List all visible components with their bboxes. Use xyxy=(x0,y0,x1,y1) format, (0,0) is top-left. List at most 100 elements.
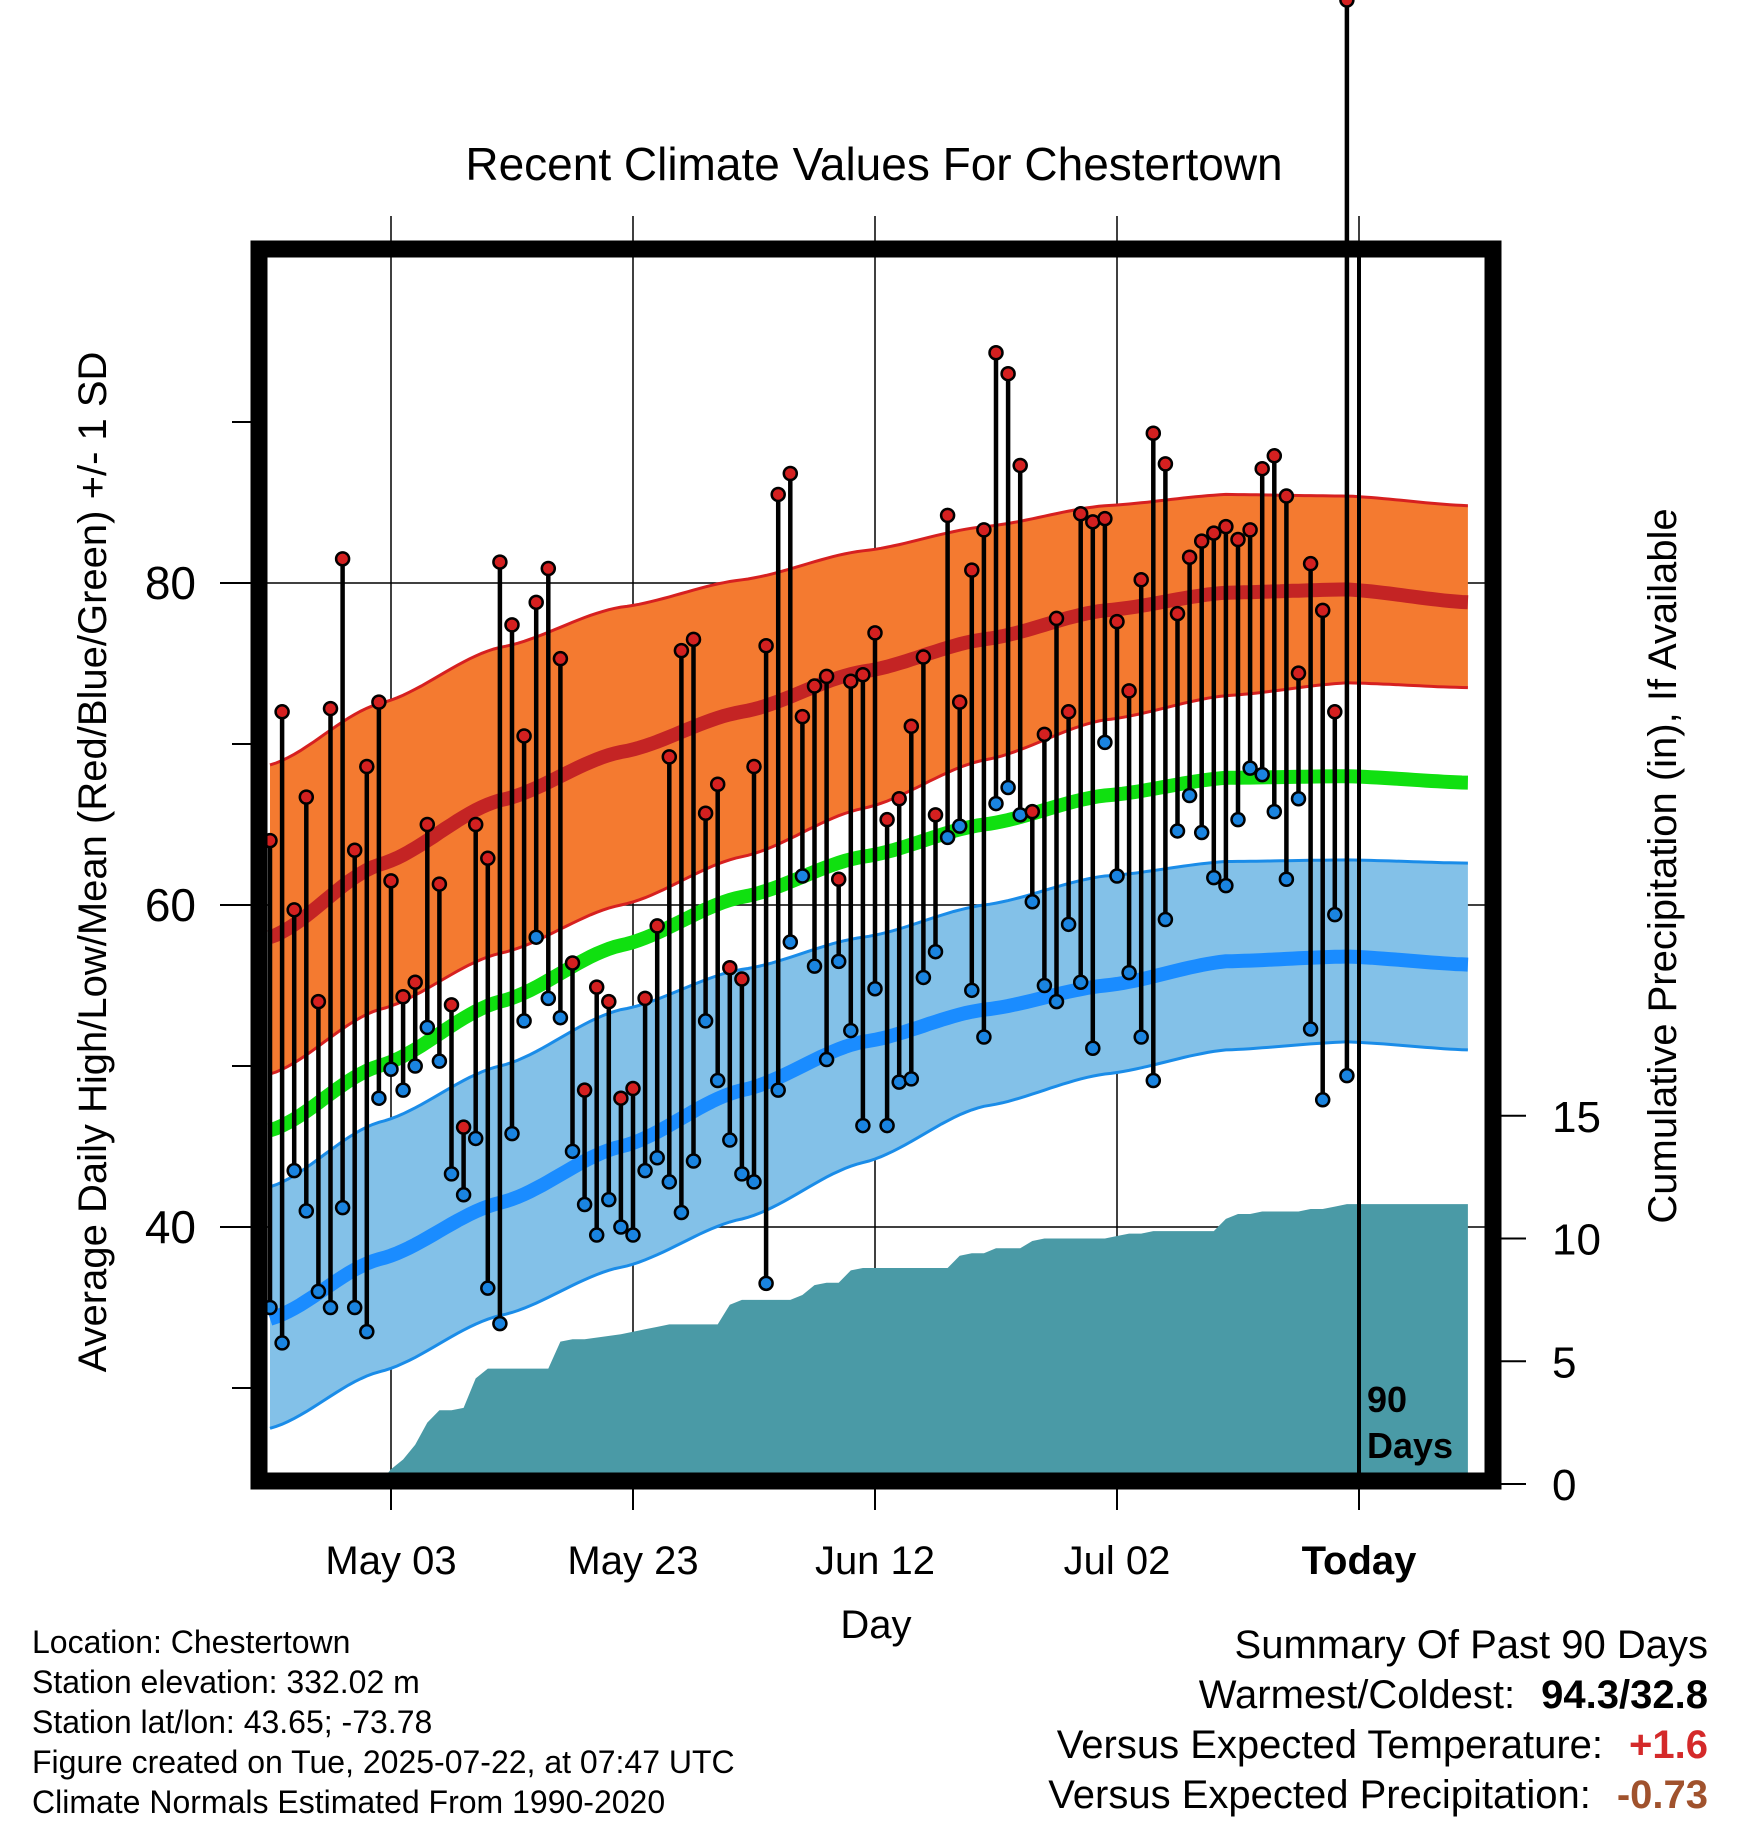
daily-low-point xyxy=(1000,779,1016,796)
daily-low-point xyxy=(528,929,544,945)
daily-high-point xyxy=(794,708,811,725)
daily-high-point xyxy=(516,728,532,744)
daily-low-point xyxy=(419,1019,436,1036)
precip-value: -0.73 xyxy=(1616,1773,1708,1817)
summary-title: Summary Of Past 90 Days xyxy=(1234,1623,1708,1667)
daily-low-point xyxy=(927,943,944,960)
daily-low-point xyxy=(830,953,847,970)
daily-high-point xyxy=(552,650,569,667)
daily-high-point xyxy=(1012,457,1028,474)
daily-high-point xyxy=(1121,683,1137,699)
daily-high-point xyxy=(346,842,363,859)
daily-high-point xyxy=(613,1090,629,1106)
normals-text: Climate Normals Estimated From 1990-2020 xyxy=(32,1784,666,1820)
daily-high-point xyxy=(1048,610,1065,627)
daily-high-point xyxy=(818,668,835,685)
daily-high-point xyxy=(540,560,557,577)
daily-high-point xyxy=(1314,602,1331,619)
created-text: Figure created on Tue, 2025-07-22, at 07… xyxy=(32,1744,735,1780)
high-sd-band xyxy=(270,494,1468,1074)
daily-low-point xyxy=(1230,811,1246,828)
daily-high-point xyxy=(1266,448,1283,464)
daily-high-point xyxy=(915,649,932,665)
daily-low-point xyxy=(867,980,883,997)
x-tick-label: Jun 12 xyxy=(815,1539,935,1583)
precipitation-area xyxy=(383,1204,1468,1478)
daily-high-point xyxy=(770,486,786,503)
daily-high-point xyxy=(431,876,448,892)
daily-high-point xyxy=(1254,460,1270,477)
daily-high-point xyxy=(1097,510,1113,527)
daily-high-point xyxy=(455,1119,472,1135)
precip-row: Versus Expected Precipitation: -0.73 xyxy=(1048,1770,1708,1820)
daily-high-point xyxy=(480,850,496,867)
daily-high-point xyxy=(625,1080,641,1097)
daily-low-point xyxy=(1121,964,1137,981)
low-sd-band-upper-edge xyxy=(269,858,1468,1189)
daily-low-point xyxy=(697,1013,714,1029)
daily-low-point xyxy=(1169,823,1186,839)
daily-high-point xyxy=(1278,488,1295,504)
daily-high-point xyxy=(649,918,665,934)
days-marker-label: Days xyxy=(1367,1425,1453,1466)
daily-low-point xyxy=(492,1315,508,1332)
daily-low-point xyxy=(1181,787,1198,804)
daily-low-point xyxy=(371,1090,387,1106)
daily-low-point xyxy=(746,1174,762,1190)
y2-tick-label: 15 xyxy=(1552,1093,1601,1142)
warm-cold-separator: / xyxy=(1619,1673,1631,1717)
temp-row: Versus Expected Temperature: +1.6 xyxy=(1048,1720,1708,1770)
daily-low-point xyxy=(939,829,956,846)
daily-high-point xyxy=(1145,425,1162,442)
daily-high-point xyxy=(855,667,871,683)
daily-high-point xyxy=(1218,518,1234,535)
daily-low-point xyxy=(588,1227,605,1243)
temp-label: Versus Expected Temperature: xyxy=(1056,1723,1604,1767)
daily-low-point xyxy=(1218,877,1234,894)
daily-low-point xyxy=(637,1162,653,1179)
daily-high-point xyxy=(419,816,436,833)
daily-low-point xyxy=(1278,871,1295,887)
daily-high-point xyxy=(709,776,726,792)
daily-low-point xyxy=(915,969,932,986)
daily-high-point xyxy=(927,807,944,823)
daily-low-point xyxy=(661,1174,678,1190)
y-tick-label: 40 xyxy=(145,1201,196,1253)
daily-high-point xyxy=(637,990,653,1007)
daily-high-point xyxy=(1242,522,1258,538)
daily-low-point xyxy=(818,1051,835,1068)
daily-high-point xyxy=(879,811,895,828)
daily-high-point xyxy=(939,507,956,524)
daily-high-point xyxy=(1327,704,1343,720)
daily-low-point xyxy=(879,1117,895,1134)
daily-high-point xyxy=(1109,613,1125,630)
daily-high-point xyxy=(1000,365,1016,382)
precip-label: Versus Expected Precipitation: xyxy=(1048,1773,1591,1817)
y2-axis-label: Cumulative Precipitation (in), If Availa… xyxy=(1641,508,1685,1223)
x-tick-label: May 23 xyxy=(567,1539,698,1583)
daily-low-point xyxy=(685,1153,702,1169)
normal-low-line xyxy=(267,949,1469,1326)
daily-low-point xyxy=(1097,734,1113,751)
daily-high-point xyxy=(830,871,847,887)
daily-high-point xyxy=(576,1082,593,1098)
daily-high-point xyxy=(443,997,460,1013)
warm-cold-label: Warmest/Coldest: xyxy=(1198,1673,1516,1717)
daily-high-point xyxy=(1157,456,1174,472)
daily-low-point xyxy=(1290,790,1307,807)
daily-high-point xyxy=(564,955,581,971)
daily-high-point xyxy=(334,551,351,567)
y-tick-label: 80 xyxy=(145,557,196,609)
daily-low-point xyxy=(455,1187,472,1203)
daily-low-point xyxy=(1206,869,1222,886)
daily-low-point xyxy=(843,1022,859,1039)
daily-high-point xyxy=(964,562,980,578)
daily-low-point xyxy=(794,868,811,884)
daily-high-point xyxy=(1036,726,1053,743)
daily-low-point xyxy=(1193,824,1210,841)
high-sd-band-lower-edge xyxy=(269,681,1468,1076)
daily-high-point xyxy=(274,704,290,720)
daily-high-point xyxy=(371,694,387,710)
daily-low-point xyxy=(976,1029,992,1045)
daily-high-point xyxy=(1169,605,1186,622)
